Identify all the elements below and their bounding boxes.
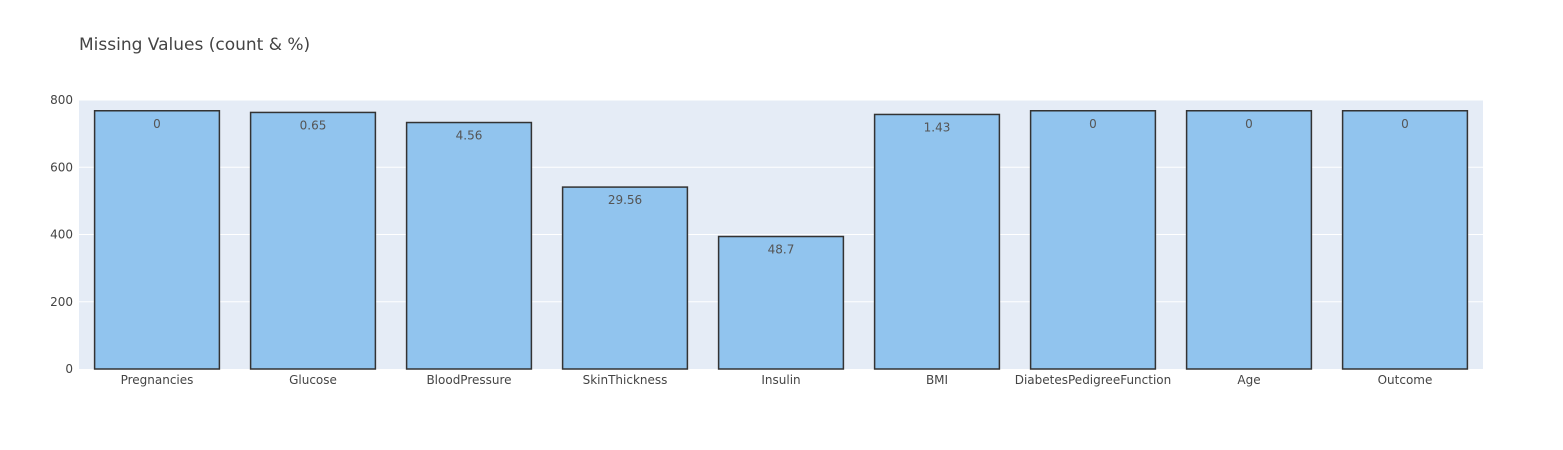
bar-data-label: 0 bbox=[153, 117, 161, 131]
bar-age bbox=[1185, 110, 1313, 370]
bar-bloodpressure bbox=[405, 121, 533, 370]
bar-data-label: 4.56 bbox=[456, 129, 483, 143]
y-tick-label: 600 bbox=[50, 160, 73, 174]
x-tick-label: Glucose bbox=[289, 373, 337, 387]
bar-data-label: 0 bbox=[1401, 117, 1409, 131]
data-labels: 0 0.65 4.56 29.56 48.7 1.43 0 0 0 bbox=[153, 117, 1409, 257]
x-tick-label: Outcome bbox=[1378, 373, 1433, 387]
bar-bmi bbox=[873, 113, 1001, 370]
bar-data-label: 0 bbox=[1245, 117, 1253, 131]
bars bbox=[93, 110, 1469, 370]
bar-data-label: 29.56 bbox=[608, 193, 642, 207]
x-axis-ticks: Pregnancies Glucose BloodPressure SkinThick… bbox=[121, 373, 1433, 387]
bar-skinthickness bbox=[561, 186, 689, 370]
bar-data-label: 0 bbox=[1089, 117, 1097, 131]
y-tick-label: 200 bbox=[50, 295, 73, 309]
bar-data-label: 48.7 bbox=[768, 243, 795, 257]
y-tick-label: 0 bbox=[65, 362, 73, 376]
bar-data-label: 1.43 bbox=[924, 120, 951, 134]
bar-outcome bbox=[1341, 110, 1469, 370]
x-tick-label: DiabetesPedigreeFunction bbox=[1015, 373, 1172, 387]
x-tick-label: BMI bbox=[926, 373, 948, 387]
chart-title: Missing Values (count & %) bbox=[79, 35, 310, 55]
x-tick-label: Age bbox=[1237, 373, 1260, 387]
x-tick-label: SkinThickness bbox=[583, 373, 668, 387]
bar-insulin bbox=[717, 235, 845, 370]
x-tick-label: BloodPressure bbox=[426, 373, 511, 387]
x-tick-label: Insulin bbox=[761, 373, 800, 387]
bar-data-label: 0.65 bbox=[300, 118, 327, 132]
bar-diabetespedigreefunction bbox=[1029, 110, 1157, 370]
y-tick-label: 800 bbox=[50, 93, 73, 107]
x-tick-label: Pregnancies bbox=[121, 373, 194, 387]
y-tick-label: 400 bbox=[50, 228, 73, 242]
bar-glucose bbox=[249, 111, 377, 370]
bar-pregnancies bbox=[93, 110, 221, 370]
y-axis-ticks: 0 200 400 600 800 bbox=[50, 93, 73, 376]
